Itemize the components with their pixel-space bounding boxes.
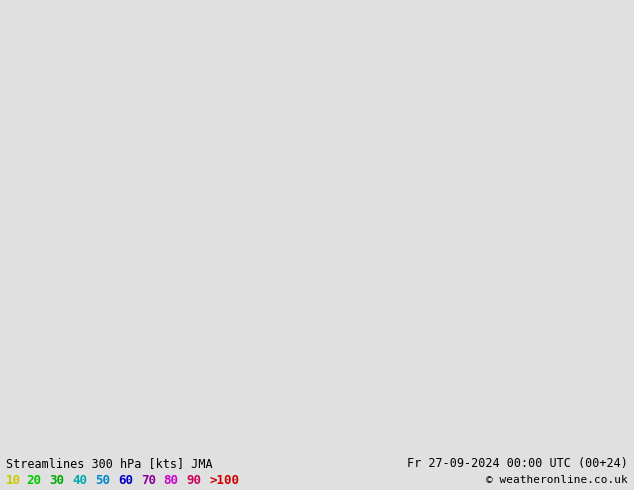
Text: Streamlines 300 hPa [kts] JMA: Streamlines 300 hPa [kts] JMA (6, 457, 213, 470)
Text: Fr 27-09-2024 00:00 UTC (00+24): Fr 27-09-2024 00:00 UTC (00+24) (407, 457, 628, 470)
Text: 40: 40 (72, 474, 87, 487)
Text: © weatheronline.co.uk: © weatheronline.co.uk (486, 475, 628, 485)
Text: 70: 70 (141, 474, 156, 487)
Text: 20: 20 (27, 474, 42, 487)
Text: 60: 60 (118, 474, 133, 487)
Text: 80: 80 (164, 474, 179, 487)
Text: 50: 50 (95, 474, 110, 487)
Text: 10: 10 (6, 474, 22, 487)
Text: 90: 90 (186, 474, 202, 487)
Text: 30: 30 (49, 474, 65, 487)
Text: >100: >100 (209, 474, 239, 487)
